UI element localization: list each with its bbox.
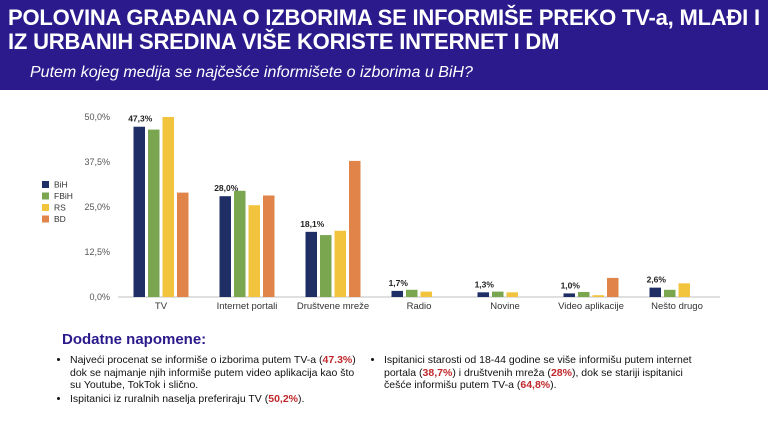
- bar-bd: [607, 277, 619, 297]
- note-item: Najveći procenat se informiše o izborima…: [70, 354, 358, 392]
- bar-rs: [334, 230, 346, 297]
- legend-swatch-fbih: [42, 192, 49, 200]
- bar-bih: [649, 287, 661, 297]
- bar-fbih: [320, 235, 332, 297]
- bar-bih: [219, 196, 231, 297]
- bar-fbih: [578, 291, 590, 297]
- x-tick-label: Video aplikacije: [558, 301, 624, 312]
- data-label: 1,0%: [561, 280, 581, 290]
- y-tick-label: 0,0%: [89, 292, 110, 302]
- bar-bih: [391, 290, 403, 297]
- legend-swatch-rs: [42, 204, 49, 211]
- y-tick-label: 50,0%: [84, 112, 110, 122]
- page-title: POLOVINA GRAĐANA O IZBORIMA SE INFORMIŠE…: [8, 5, 760, 54]
- bar-bih: [133, 126, 145, 297]
- data-label: 1,7%: [389, 278, 409, 288]
- x-tick-label: Novine: [490, 301, 520, 312]
- bar-fbih: [234, 190, 246, 297]
- header-banner: POLOVINA GRAĐANA O IZBORIMA SE INFORMIŠE…: [0, 0, 768, 90]
- x-tick-label: Radio: [407, 301, 432, 312]
- bar-bd: [177, 192, 189, 297]
- data-label: 18,1%: [300, 219, 325, 229]
- data-label: 47,3%: [128, 114, 153, 124]
- notes-left-column: Najveći procenat se informiše o izborima…: [58, 354, 358, 406]
- bar-bih: [305, 231, 317, 297]
- bar-rs: [420, 291, 432, 297]
- bar-fbih: [492, 291, 504, 297]
- notes-right-column: Ispitanici starosti od 18-44 godine se v…: [372, 354, 692, 393]
- bar-fbih: [406, 289, 418, 297]
- x-tick-label: TV: [155, 301, 168, 312]
- legend-label: RS: [54, 203, 66, 213]
- notes-title: Dodatne napomene:: [62, 331, 207, 348]
- data-label: 2,6%: [647, 275, 667, 285]
- legend-label: BD: [54, 214, 66, 224]
- data-label: 1,3%: [475, 279, 495, 289]
- legend-label: FBiH: [54, 191, 73, 201]
- bar-bih: [477, 292, 489, 297]
- survey-question: Putem kojeg medija se najčešće informiše…: [30, 64, 473, 81]
- legend-swatch-bd: [42, 215, 49, 223]
- y-tick-label: 12,5%: [84, 247, 110, 257]
- y-tick-label: 37,5%: [84, 157, 110, 167]
- note-item: Ispitanici starosti od 18-44 godine se v…: [384, 354, 692, 392]
- x-tick-label: Internet portali: [217, 301, 278, 312]
- bar-chart: 0,0% 12,5% 25,0% 37,5% 50,0% 47,3% TV 28,0% Inte…: [42, 112, 720, 312]
- bar-rs: [506, 292, 518, 297]
- x-tick-label: Nešto drugo: [651, 301, 703, 312]
- bar-bd: [263, 195, 275, 297]
- x-tick-label: Društvene mreže: [297, 301, 369, 312]
- bar-bd: [349, 160, 361, 297]
- bar-rs: [248, 205, 260, 297]
- bar-fbih: [148, 129, 160, 297]
- note-item: Ispitanici iz ruralnih naselja preferira…: [70, 393, 358, 406]
- legend-swatch-bih: [42, 181, 49, 188]
- bar-rs: [162, 117, 174, 297]
- legend-label: BiH: [54, 180, 68, 190]
- bar-bih: [563, 293, 575, 297]
- bar-fbih: [664, 289, 676, 297]
- y-tick-label: 25,0%: [84, 202, 110, 212]
- data-label: 28,0%: [214, 183, 239, 193]
- bar-rs: [678, 283, 690, 297]
- bar-rs: [592, 295, 604, 297]
